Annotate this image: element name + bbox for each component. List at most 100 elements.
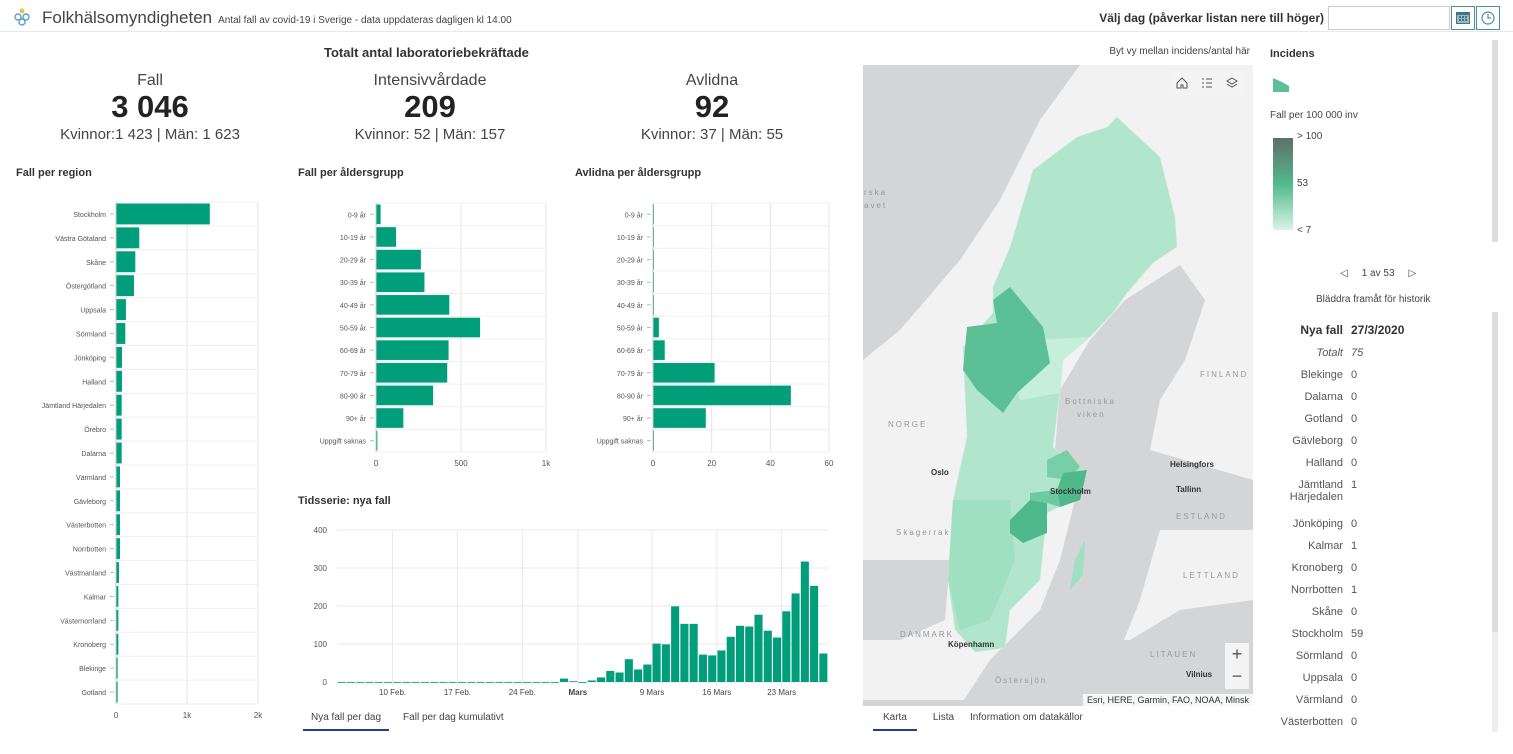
list-header-key: Nya fall [1300,323,1343,337]
category-label: 70-79 år [617,370,644,378]
list-item: Halland 0 [1265,457,1485,469]
map-label: Bottniska [1065,397,1116,406]
calendar-button[interactable] [1451,6,1475,30]
bar [376,204,381,225]
x-tick-label: 16 Mars [702,688,731,697]
map-city: Vilnius [1186,670,1213,679]
region-jamtland [963,287,1050,413]
bar [420,682,430,683]
bar [532,682,541,683]
bar [116,657,118,679]
list-item: Sörmland 0 [1265,650,1485,662]
x-tick-label: 0 [651,459,656,468]
category-label: Kronoberg [73,642,106,649]
zoom-out-button[interactable]: − [1225,665,1249,689]
list-item: Kronoberg 0 [1265,562,1485,574]
legend-mid: 53 [1297,178,1309,189]
bar [717,650,726,682]
category-label: 80-90 år [617,392,644,400]
app-subtitle: Antal fall av covid-19 i Sverige - data … [218,15,512,26]
list-item: Dalarna 0 [1265,391,1485,403]
category-label: 50-59 år [340,325,367,333]
prev-button[interactable]: ◁ [1340,268,1348,279]
deaths-chart-title: Avlidna per åldersgrupp [575,167,702,179]
tab-new-cases[interactable]: Nya fall per dag [303,712,390,731]
pager: ◁ 1 av 53 ▷ [1340,268,1416,279]
category-label: 50-59 år [617,325,644,333]
y-tick-label: 0 [323,678,328,687]
next-button[interactable]: ▷ [1408,268,1417,279]
home-icon[interactable] [1176,77,1188,89]
category-label: 90+ år [623,415,644,423]
bar [485,682,494,683]
bar [680,623,689,682]
zoom-in-button[interactable]: + [1225,643,1249,667]
charts-canvas: 0 1k 2k Stockholm Västra Götaland Skåne Österg… [42,201,834,720]
bar [116,681,118,703]
list-item: Skåne 0 [1265,606,1485,618]
bar [376,272,425,293]
category-label: 40-49 år [340,302,367,310]
list-item-region: Kronoberg [1291,562,1343,574]
layers-icon[interactable] [1226,77,1239,89]
legend-symbol-icon [1273,78,1289,92]
map-toggle-hint[interactable]: Byt vy mellan incidens/antal här [1109,46,1250,57]
x-tick-label: 1k [183,711,192,720]
map-label: LITAUEN [1150,650,1197,659]
bar [116,370,122,392]
category-label: 0-9 år [625,211,644,219]
map-label: avet [864,201,887,210]
map-label: viken [1077,410,1106,419]
category-label: 30-39 år [617,279,644,287]
list-item-value: 0 [1351,562,1358,574]
list-scrollbar[interactable] [1492,312,1498,732]
bar [337,682,346,683]
bar [773,637,782,682]
category-label: 70-79 år [340,370,367,378]
bar [116,299,126,321]
bar [504,682,513,683]
stat-value: 3 046 [111,89,189,124]
legend-high: > 100 [1297,131,1323,142]
bar [116,346,122,368]
header: Folkhälsomyndigheten Antal fall av covid… [0,0,1513,32]
stat-value: 92 [694,89,730,124]
x-tick-label: 24 Feb. [509,688,536,697]
legend-low: < 7 [1297,225,1312,236]
list-item-region: Värmland [1295,694,1343,706]
legend-title: Incidens [1270,48,1315,60]
list-item-region: Kalmar [1308,540,1343,552]
bar [376,340,449,360]
map[interactable]: rska avet NORGE FINLAND Bottniska viken … [863,65,1253,706]
tab-list[interactable]: Lista [932,712,955,723]
tab-data-sources[interactable]: Information om datakällor [970,712,1083,723]
bar [116,514,120,536]
bar [467,682,476,683]
time-button[interactable] [1476,6,1500,30]
legend-list-icon[interactable] [1201,77,1213,89]
tab-map[interactable]: Karta [873,712,917,731]
category-label: Västerbotten [66,523,106,530]
date-input[interactable] [1328,6,1450,30]
tab-cumulative[interactable]: Fall per dag kumulativt [403,712,504,723]
bar [116,323,126,344]
bar [513,682,522,683]
x-tick-label: Mars [569,688,588,697]
list-item-region: Uppsala [1302,672,1343,684]
legend-scrollbar[interactable] [1492,40,1498,242]
category-label: Uppgift saknas [597,439,644,446]
bar [393,682,402,683]
list-item: Jönköping 0 [1265,518,1485,530]
stat-label: Intensivvårdade [373,72,487,89]
x-tick-label: 9 Mars [640,688,664,697]
list-item-region: Jönköping [1292,518,1343,530]
map-city: Tallinn [1176,485,1201,494]
bar [116,585,119,607]
bar [430,682,439,683]
bar [376,385,434,406]
category-label: Stockholm [73,212,106,219]
bar [800,561,809,682]
list-item: Uppsala 0 [1265,672,1485,684]
bar [624,659,633,682]
bar [376,408,404,428]
